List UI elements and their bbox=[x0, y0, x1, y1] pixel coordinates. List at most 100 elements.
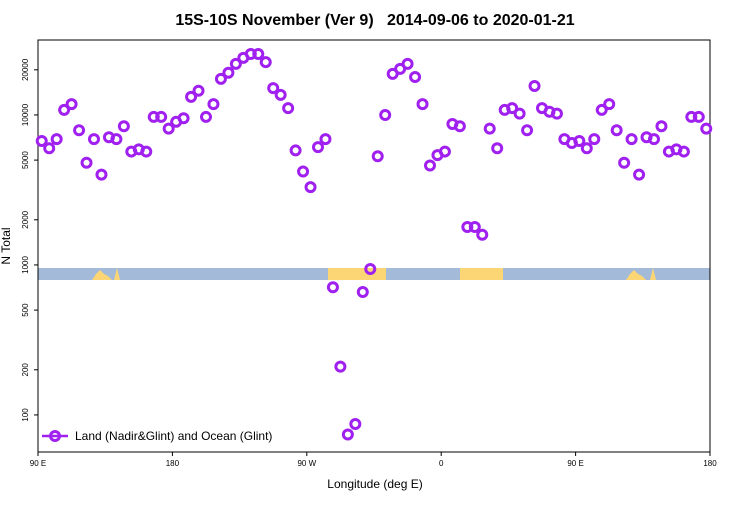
plot-frame bbox=[37, 39, 711, 453]
data-point bbox=[229, 57, 242, 70]
data-point bbox=[424, 159, 436, 172]
data-point bbox=[252, 47, 265, 60]
data-point bbox=[222, 66, 235, 79]
data-point bbox=[528, 79, 541, 92]
data-point bbox=[483, 122, 496, 135]
x-axis-label: Longitude (deg E) bbox=[327, 477, 422, 491]
y-tick-label: 20000 bbox=[21, 58, 30, 81]
x-tick-label: 90 E bbox=[567, 459, 583, 468]
data-point bbox=[162, 122, 175, 135]
y-tick-label: 500 bbox=[21, 303, 30, 317]
data-point bbox=[50, 133, 63, 146]
data-point bbox=[334, 360, 347, 373]
data-point bbox=[326, 281, 339, 294]
data-point bbox=[214, 72, 227, 85]
data-point bbox=[692, 110, 705, 123]
data-point bbox=[371, 150, 384, 163]
data-point bbox=[35, 135, 48, 148]
land-band bbox=[626, 268, 656, 280]
data-point bbox=[319, 133, 332, 146]
data-point bbox=[700, 122, 713, 135]
y-tick-label: 2000 bbox=[21, 210, 30, 228]
y-tick-label: 200 bbox=[21, 363, 30, 377]
y-tick-label: 100 bbox=[21, 408, 30, 422]
data-point bbox=[95, 168, 108, 181]
land-mask bbox=[38, 268, 710, 280]
data-point bbox=[274, 88, 287, 101]
data-point bbox=[677, 145, 690, 158]
data-point bbox=[648, 133, 660, 146]
x-tick-label: 180 bbox=[703, 459, 717, 468]
data-point bbox=[185, 90, 198, 103]
data-point bbox=[521, 124, 534, 137]
data-point bbox=[192, 84, 205, 97]
data-point bbox=[289, 144, 302, 157]
data-point bbox=[312, 141, 324, 154]
data-point bbox=[550, 107, 563, 120]
x-tick-label: 90 W bbox=[297, 459, 316, 468]
data-point bbox=[506, 102, 519, 115]
data-point bbox=[147, 110, 160, 123]
data-point bbox=[140, 145, 153, 158]
data-point bbox=[491, 142, 504, 155]
data-point bbox=[461, 221, 474, 234]
land-band bbox=[328, 268, 386, 280]
data-point bbox=[603, 98, 616, 111]
data-point bbox=[580, 142, 593, 155]
data-point bbox=[573, 135, 586, 148]
data-point bbox=[364, 262, 377, 275]
data-point bbox=[110, 133, 123, 146]
data-point bbox=[453, 120, 466, 133]
data-point bbox=[468, 221, 481, 234]
y-tick-label: 5000 bbox=[21, 151, 30, 169]
land-band bbox=[460, 268, 503, 280]
x-tick-label: 0 bbox=[439, 459, 444, 468]
data-point bbox=[117, 120, 130, 133]
data-point bbox=[207, 98, 220, 111]
legend: Land (Nadir&Glint) and Ocean (Glint) bbox=[42, 429, 272, 443]
x-tick-label: 180 bbox=[166, 459, 180, 468]
legend-marker bbox=[49, 430, 61, 442]
data-point bbox=[513, 107, 526, 120]
x-tick-label: 90 E bbox=[30, 459, 46, 468]
y-axis-label: N Total bbox=[0, 227, 13, 264]
data-point bbox=[58, 103, 71, 116]
data-point bbox=[259, 56, 272, 69]
data-point bbox=[349, 417, 362, 430]
data-point bbox=[341, 428, 354, 441]
data-point bbox=[618, 156, 631, 169]
data-point bbox=[304, 181, 317, 194]
data-point bbox=[88, 133, 100, 146]
land-band bbox=[92, 268, 120, 280]
data-point bbox=[73, 124, 86, 137]
data-point bbox=[416, 98, 429, 111]
legend-label: Land (Nadir&Glint) and Ocean (Glint) bbox=[75, 429, 272, 443]
data-point bbox=[401, 57, 414, 70]
data-point bbox=[244, 47, 257, 60]
data-point bbox=[655, 120, 668, 133]
data-point bbox=[379, 108, 392, 121]
data-point bbox=[409, 71, 422, 84]
data-point bbox=[43, 142, 56, 155]
data-point bbox=[685, 110, 698, 123]
data-point bbox=[588, 133, 601, 146]
data-point bbox=[625, 133, 638, 146]
y-tick-label: 10000 bbox=[21, 103, 30, 126]
data-point bbox=[200, 110, 212, 123]
data-point bbox=[633, 168, 646, 181]
data-point bbox=[177, 112, 190, 125]
data-point bbox=[356, 286, 369, 299]
data-point bbox=[155, 110, 168, 123]
data-point bbox=[476, 228, 489, 241]
data-point bbox=[438, 145, 451, 158]
data-point bbox=[80, 156, 93, 169]
data-point bbox=[610, 124, 623, 137]
data-point bbox=[65, 98, 78, 111]
data-point bbox=[282, 102, 295, 115]
data-point bbox=[297, 165, 310, 178]
data-point bbox=[267, 82, 280, 95]
data-point bbox=[595, 103, 608, 116]
